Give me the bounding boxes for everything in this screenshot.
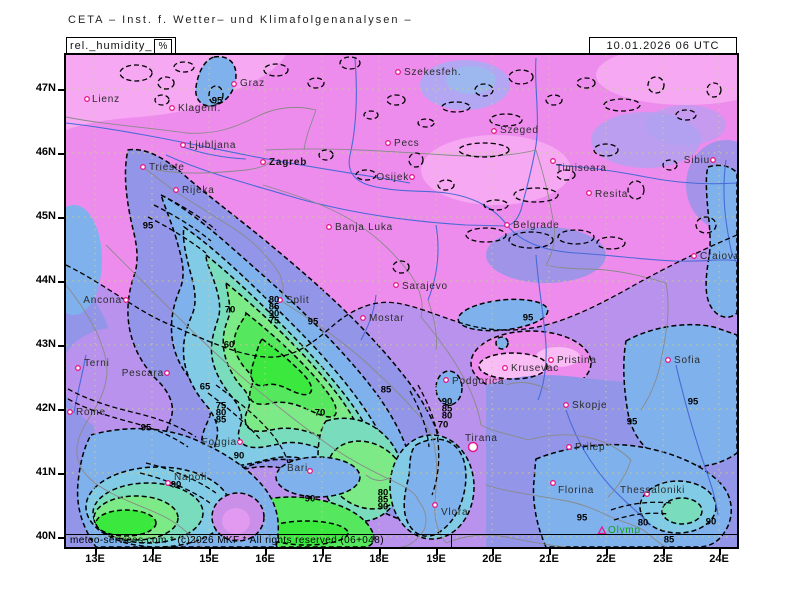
city-marker	[67, 409, 73, 415]
city-markers	[67, 69, 716, 535]
city-marker	[277, 297, 283, 303]
city-marker	[180, 142, 186, 148]
lon-axis-label: 24E	[709, 553, 729, 565]
lon-axis-label: 15E	[199, 553, 219, 565]
lon-axis-tick	[492, 549, 494, 555]
lon-axis-tick	[663, 549, 665, 555]
lon-axis-label: 23E	[653, 553, 673, 565]
humidity-fill-regions	[66, 55, 737, 547]
city-marker	[550, 158, 556, 164]
lat-axis-tick	[58, 217, 64, 219]
lat-axis-tick	[58, 281, 64, 283]
city-marker	[504, 222, 510, 228]
credit-bar: meteo-services.com * (c)2026 MKF * All r…	[66, 534, 737, 547]
city-marker	[550, 480, 556, 486]
lat-axis-tick	[58, 345, 64, 347]
lat-axis-label: 47N	[35, 82, 56, 94]
lon-axis-tick	[95, 549, 97, 555]
city-marker	[586, 190, 592, 196]
city-marker	[326, 224, 332, 230]
lon-axis-tick	[719, 549, 721, 555]
lon-axis-tick	[379, 549, 381, 555]
city-marker	[491, 128, 497, 134]
lon-axis-label: 14E	[142, 553, 162, 565]
unit-label: %	[154, 38, 173, 54]
lon-axis-tick	[322, 549, 324, 555]
city-marker	[169, 105, 175, 111]
city-marker	[443, 377, 449, 383]
lat-axis-tick	[58, 153, 64, 155]
lat-axis-label: 44N	[35, 274, 56, 286]
city-marker	[548, 357, 554, 363]
city-marker	[123, 297, 129, 303]
city-marker	[432, 502, 438, 508]
lon-axis-tick	[265, 549, 267, 555]
lon-axis-label: 18E	[369, 553, 389, 565]
peak-marker	[597, 525, 607, 535]
lon-axis-tick	[152, 549, 154, 555]
city-marker	[665, 357, 671, 363]
lat-axis-label: 45N	[35, 210, 56, 222]
city-marker	[502, 365, 508, 371]
city-marker	[644, 491, 650, 497]
lat-axis-tick	[58, 473, 64, 475]
city-marker	[231, 81, 237, 87]
map-canvas	[66, 55, 737, 547]
contour-lines	[66, 56, 737, 521]
city-marker	[75, 365, 81, 371]
lat-axis-tick	[58, 409, 64, 411]
lat-axis-label: 46N	[35, 146, 56, 158]
lon-axis-label: 13E	[85, 553, 105, 565]
lon-axis-tick	[606, 549, 608, 555]
credit-divider	[451, 534, 452, 547]
lon-axis-label: 19E	[426, 553, 446, 565]
lon-axis-label: 17E	[312, 553, 332, 565]
lon-axis-label: 16E	[255, 553, 275, 565]
city-marker	[237, 439, 243, 445]
city-marker	[165, 480, 171, 486]
city-marker	[84, 96, 90, 102]
city-marker	[563, 402, 569, 408]
city-marker	[409, 174, 415, 180]
lat-axis-label: 43N	[35, 338, 56, 350]
city-marker	[385, 140, 391, 146]
lon-axis-tick	[436, 549, 438, 555]
lat-axis-label: 42N	[35, 402, 56, 414]
map-frame: Lienz Graz Klagenf. Ljubljana Zagreb Trieste R…	[64, 53, 739, 549]
lat-axis-tick	[58, 537, 64, 539]
city-marker	[691, 253, 697, 259]
lon-axis-label: 22E	[596, 553, 616, 565]
lon-axis-label: 21E	[539, 553, 559, 565]
page-title: CETA – Inst. f. Wetter– und Klimafolgena…	[68, 14, 413, 26]
city-marker	[173, 187, 179, 193]
city-marker	[360, 315, 366, 321]
lat-axis-label: 41N	[35, 466, 56, 478]
city-marker	[566, 444, 572, 450]
variable-label: rel._humidity_	[70, 40, 153, 52]
lat-axis-tick	[58, 89, 64, 91]
city-marker	[260, 159, 266, 165]
lon-axis-tick	[549, 549, 551, 555]
lon-axis-label: 20E	[482, 553, 502, 565]
city-marker	[164, 370, 170, 376]
datetime-box: 10.01.2026 06 UTC	[589, 37, 737, 55]
city-marker	[710, 157, 716, 163]
city-marker	[395, 69, 401, 75]
lon-axis-tick	[209, 549, 211, 555]
variable-label-box: rel._humidity_ %	[66, 37, 177, 55]
lat-axis-label: 40N	[35, 530, 56, 542]
city-marker	[467, 441, 479, 453]
rivers	[66, 57, 737, 526]
city-marker	[307, 468, 313, 474]
city-marker	[140, 164, 146, 170]
coastlines-borders	[66, 106, 669, 547]
city-marker	[393, 282, 399, 288]
